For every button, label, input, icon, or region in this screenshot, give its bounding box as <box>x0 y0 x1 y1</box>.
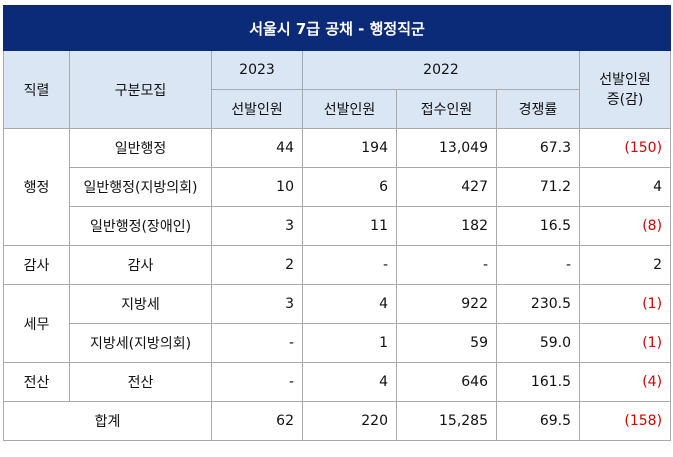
applicants-cell: 922 <box>396 284 497 324</box>
table-row: 일반행정(지방의회) 10 6 427 71.2 4 <box>4 167 672 207</box>
applicants-cell: - <box>396 245 497 285</box>
header-change-label: 선발인원 증(감) <box>599 71 651 108</box>
table-row: 전산 전산 -4 646 161.5 (4) <box>3 362 672 402</box>
table-row: 행정 일반행정 44 194 13,049 67.3 (150) <box>3 128 672 246</box>
selected-2022-cell: 11 <box>302 206 397 246</box>
change-cell: (1) <box>578 323 672 363</box>
total-applicants: 15,285 <box>396 401 497 441</box>
table-row: 감사 감사 2- - -2 <box>3 245 672 285</box>
selected-2022-cell: 6 <box>302 167 397 207</box>
header-row-2: 선발인원 선발인원 접수인원 경쟁률 <box>4 89 671 129</box>
competition-cell: 16.5 <box>496 206 580 246</box>
competition-cell: 67.3 <box>496 128 580 168</box>
total-row: 합계 62 220 15,285 69.5 (158) <box>3 401 672 441</box>
category-cell: 감사 <box>69 245 212 285</box>
table-row: 지방세(지방의회) -1 59 59.0 (1) <box>4 323 672 363</box>
selected-2022-cell: 1 <box>302 323 397 363</box>
header-change: 선발인원 증(감) <box>578 50 672 129</box>
change-cell: 2 <box>578 245 672 285</box>
header-applicants: 접수인원 <box>396 89 497 129</box>
job-cell: 전산 <box>3 362 70 402</box>
header-selected-2022: 선발인원 <box>302 89 397 129</box>
category-cell: 일반행정(장애인) <box>69 206 212 246</box>
title-row: 서울시 7급 공채 - 행정직군 <box>2 5 672 51</box>
header-selected-2023: 선발인원 <box>211 89 303 129</box>
selected-2023-cell: - <box>211 362 303 402</box>
header-competition: 경쟁률 <box>496 89 580 129</box>
applicants-cell: 427 <box>396 167 497 207</box>
category-cell: 지방세(지방의회) <box>69 323 212 363</box>
change-cell: (1) <box>578 284 672 324</box>
total-label: 합계 <box>3 401 212 441</box>
header-year-2022: 2022 <box>302 50 580 90</box>
header-year-2023: 2023 <box>211 50 303 90</box>
selected-2023-cell: 10 <box>211 167 303 207</box>
selected-2023-cell: 44 <box>211 128 303 168</box>
total-change: (158) <box>578 401 672 441</box>
change-cell: (8) <box>578 206 672 246</box>
selected-2023-cell: 2 <box>211 245 303 285</box>
applicants-cell: 59 <box>396 323 497 363</box>
job-cell: 세무 <box>3 284 70 363</box>
competition-cell: 161.5 <box>496 362 580 402</box>
competition-cell: 71.2 <box>496 167 580 207</box>
category-cell: 전산 <box>69 362 212 402</box>
table-title: 서울시 7급 공채 - 행정직군 <box>2 5 672 51</box>
category-cell: 일반행정 <box>69 128 212 168</box>
selected-2022-cell: 4 <box>302 284 397 324</box>
selected-2023-cell: 3 <box>211 284 303 324</box>
header-category: 구분모집 <box>69 50 212 129</box>
category-cell: 일반행정(지방의회) <box>69 167 212 207</box>
change-cell: (150) <box>578 128 672 168</box>
selected-2022-cell: 4 <box>302 362 397 402</box>
competition-cell: 230.5 <box>496 284 580 324</box>
selected-2023-cell: - <box>211 323 303 363</box>
job-cell: 행정 <box>3 128 70 246</box>
category-cell: 지방세 <box>69 284 212 324</box>
total-selected-2022: 220 <box>302 401 397 441</box>
header-job: 직렬 <box>3 50 70 129</box>
job-cell: 감사 <box>3 245 70 285</box>
selected-2023-cell: 3 <box>211 206 303 246</box>
table-row: 세무 지방세 3 4 922 230.5 (1) <box>3 284 672 363</box>
applicants-cell: 182 <box>396 206 497 246</box>
competition-cell: - <box>496 245 580 285</box>
total-selected-2023: 62 <box>211 401 303 441</box>
applicants-cell: 646 <box>396 362 497 402</box>
table-row: 일반행정(장애인) 3 11 182 16.5 (8) <box>4 206 672 246</box>
competition-cell: 59.0 <box>496 323 580 363</box>
change-cell: 4 <box>578 167 672 207</box>
total-competition: 69.5 <box>496 401 580 441</box>
header-row-1: 직렬 구분모집 2023 2022 선발인원 증(감) <box>3 50 672 129</box>
selected-2022-cell: 194 <box>302 128 397 168</box>
change-cell: (4) <box>578 362 672 402</box>
applicants-cell: 13,049 <box>396 128 497 168</box>
selected-2022-cell: - <box>302 245 397 285</box>
recruitment-table: 서울시 7급 공채 - 행정직군 직렬 구분모집 2023 2022 선발인원 … <box>2 5 672 441</box>
